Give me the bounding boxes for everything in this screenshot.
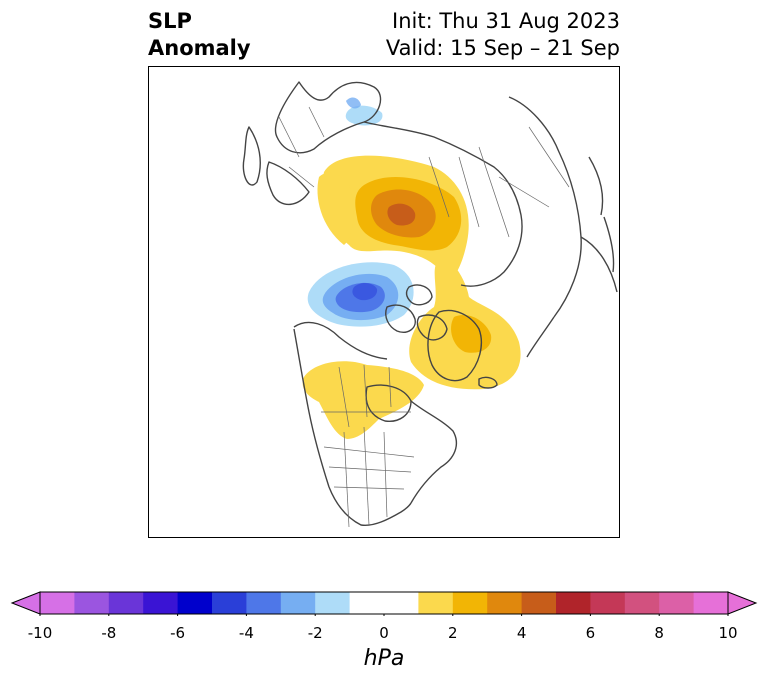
colorbar	[10, 591, 758, 616]
colorbar-tick-label: -8	[101, 624, 117, 642]
colorbar-tick-label: 2	[448, 624, 458, 642]
colorbar-tick-label: 6	[585, 624, 596, 642]
colorbar-segment	[74, 592, 110, 614]
colorbar-segment	[659, 592, 695, 614]
colorbar-segment	[143, 592, 179, 614]
colorbar-segment	[212, 592, 247, 614]
title-line-2: Anomaly	[148, 36, 251, 60]
colorbar-ticks	[39, 614, 729, 616]
anomaly-positive-siberia	[317, 172, 354, 245]
colorbar-segment	[108, 592, 144, 614]
colorbar-tick-label: 10	[718, 624, 738, 642]
anomaly-negative-europe	[345, 105, 383, 126]
colorbar-segment	[624, 592, 660, 614]
colorbar-segment	[280, 592, 316, 614]
colorbar-segment	[487, 592, 523, 614]
colorbar-segment	[349, 592, 385, 614]
colorbar-tick-label: 8	[654, 624, 664, 642]
anomaly-negative-beaufort	[352, 283, 378, 301]
colorbar-tick-label: 0	[379, 624, 389, 642]
colorbar-segment	[177, 592, 213, 614]
anomaly-positive-canada	[302, 361, 424, 439]
colorbar-segment	[693, 592, 729, 614]
forecast-dates: Init: Thu 31 Aug 2023 Valid: 15 Sep – 21…	[386, 8, 620, 62]
colorbar-tick-label: -4	[238, 624, 254, 642]
title-line-1: SLP	[148, 9, 192, 33]
map-panel	[148, 66, 620, 538]
colorbar-extend-min	[10, 591, 41, 615]
colorbar-segment	[384, 592, 419, 614]
colorbar-segment	[590, 592, 626, 614]
colorbar-segments	[10, 591, 758, 615]
valid-date: Valid: 15 Sep – 21 Sep	[385, 36, 620, 60]
colorbar-segment	[418, 592, 454, 614]
political-boundaries	[278, 106, 570, 528]
colorbar-extend-max	[727, 591, 758, 615]
anomaly-negative-europe	[346, 97, 361, 109]
colorbar-tick-label: -2	[307, 624, 323, 642]
colorbar-tick-label: -10	[27, 624, 53, 642]
colorbar-unit-label: hPa	[363, 646, 405, 671]
colorbar-segment	[40, 592, 75, 614]
anomaly-positive-siberia	[387, 203, 416, 226]
coastlines	[242, 81, 618, 527]
slp-anomaly-map	[242, 81, 618, 528]
map-title: SLP Anomaly	[148, 8, 251, 62]
colorbar-segment	[556, 592, 591, 614]
colorbar-segment	[452, 592, 488, 614]
colorbar-segment	[315, 592, 351, 614]
colorbar-tick-label: 4	[516, 624, 527, 642]
colorbar-segment	[246, 592, 282, 614]
colorbar-segment	[521, 592, 557, 614]
colorbar-tick-label: -6	[170, 624, 186, 642]
init-date: Init: Thu 31 Aug 2023	[392, 9, 620, 33]
